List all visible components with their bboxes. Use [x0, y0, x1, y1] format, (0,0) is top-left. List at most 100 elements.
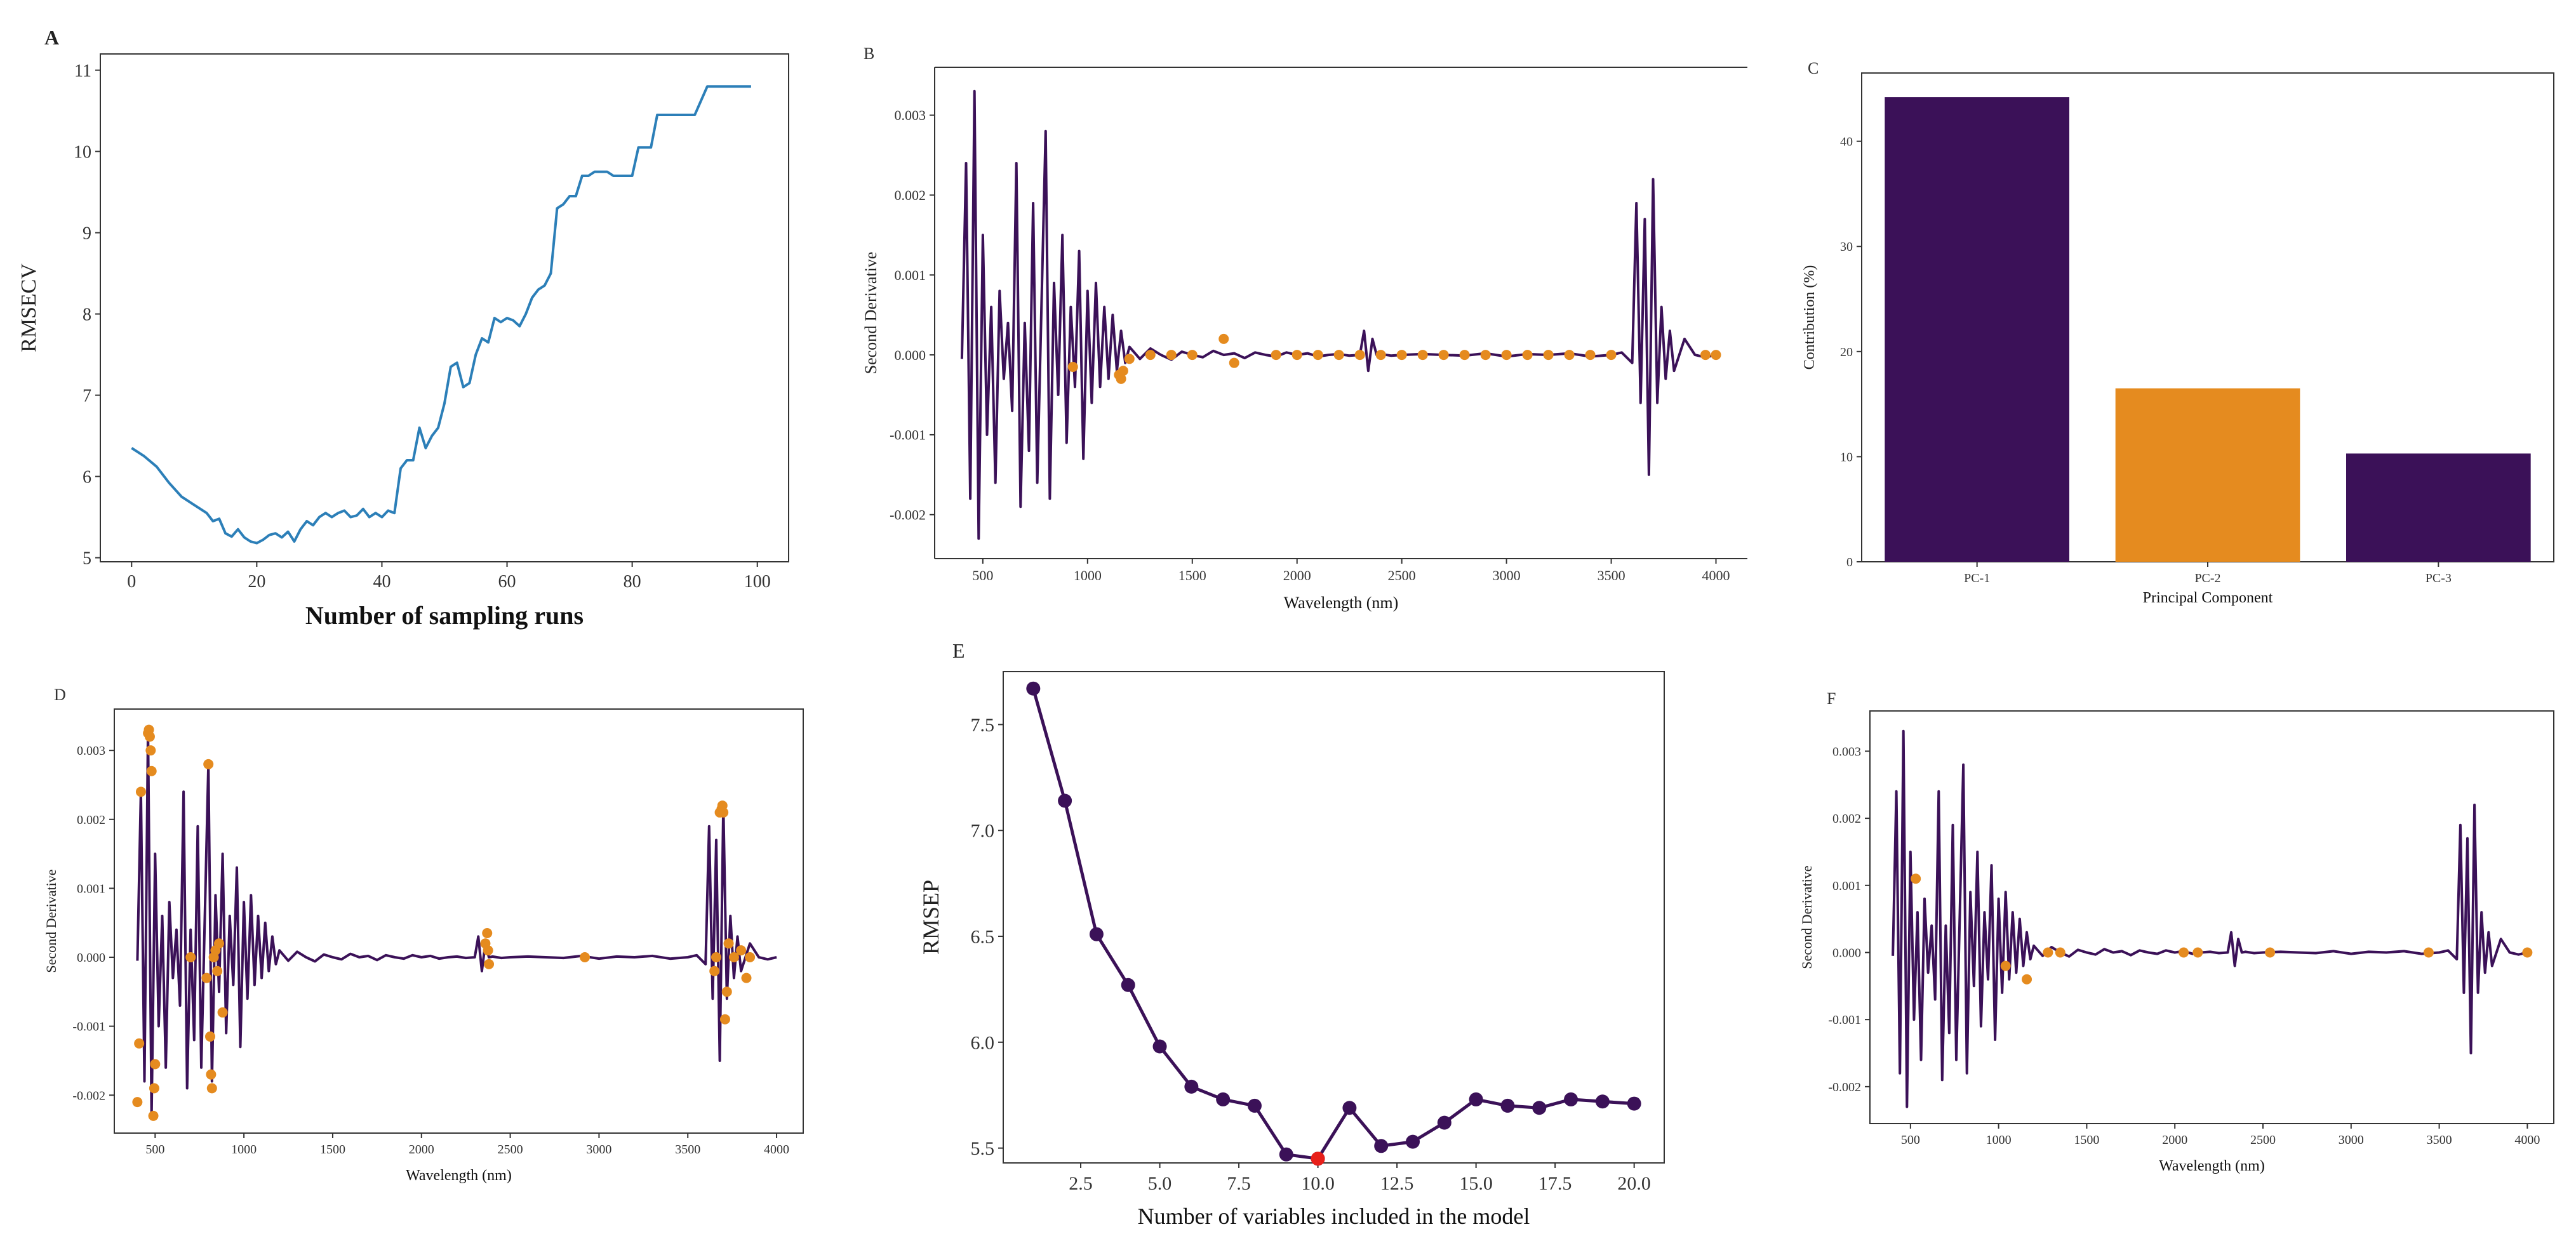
panel-b-y-tick-label: 0.002 [895, 187, 926, 203]
panel-f-x-tick-label: 500 [1901, 1133, 1920, 1147]
panel-f-x-tick-label: 2000 [2162, 1133, 2187, 1147]
panel-d-selected-wavelength-marker [723, 938, 734, 949]
panel-f-x-tick-label: 4000 [2514, 1133, 2540, 1147]
panel-b-selected-wavelength-marker [1067, 361, 1078, 372]
panel-d-selected-wavelength-marker [135, 786, 146, 797]
panel-b-selected-wavelength-marker [1417, 350, 1428, 361]
panel-b-selected-wavelength-marker [1700, 350, 1711, 361]
panel-d-x-tick-label: 3000 [586, 1143, 611, 1157]
panel-f-selected-wavelength-marker [2522, 947, 2533, 958]
panel-e-data-point [1026, 681, 1041, 696]
panel-a-rmsecv-line [131, 85, 751, 545]
panel-b-selected-wavelength-marker [1543, 350, 1554, 361]
panel-b-selected-wavelength-marker [1606, 350, 1617, 361]
panel-d-x-tick-label: 1500 [320, 1143, 345, 1157]
panel-b-selected-wavelength-marker [1354, 350, 1365, 361]
panel-d-selected-wavelength-marker [718, 807, 729, 818]
panel-b-y-tick-label: 0.000 [895, 347, 926, 363]
panel-f-x-axis-label: Wavelength (nm) [2159, 1158, 2265, 1174]
panel-f-selected-wavelength-marker [1911, 873, 1921, 884]
panel-d-selected-wavelength-marker [483, 945, 493, 956]
panel-a-rmsecv-chart: 0 20 40 60 80 100 5 6 7 8 9 10 11 Number of sampling … [17, 53, 789, 630]
panel-d-selected-wavelength-marker [146, 766, 157, 776]
panel-b-selected-wavelength-marker [1116, 373, 1126, 384]
panel-e-data-point [1374, 1139, 1389, 1153]
panel-d-plot-frame [114, 708, 804, 1134]
panel-b-x-tick-label: 1500 [1178, 567, 1206, 583]
panel-e-plot-frame [1003, 671, 1665, 1164]
panel-b-selected-wavelength-marker [1480, 350, 1491, 361]
panel-b-selected-wavelength-marker [1166, 350, 1177, 361]
panel-e-optimal-point [1311, 1151, 1325, 1166]
panel-e-x-tick-label: 12.5 [1380, 1173, 1414, 1194]
panel-b-x-tick-label: 3500 [1598, 567, 1625, 583]
panel-f-selected-wavelength-marker [2265, 947, 2276, 958]
panel-b-x-axis-label: Wavelength (nm) [1284, 594, 1399, 612]
panel-e-data-point [1406, 1134, 1420, 1149]
panel-d-selected-wavelength-marker [149, 1083, 159, 1094]
panel-d-y-tick-label: 0.000 [77, 951, 105, 965]
panel-d-selected-wavelength-marker [736, 945, 747, 956]
panel-b-selected-wavelength-marker [1145, 350, 1156, 361]
panel-a-y-tick-label: 10 [74, 142, 91, 162]
panel-label-f: F [1827, 689, 1836, 708]
panel-d-selected-wavelength-marker [206, 1083, 217, 1094]
panel-a-y-tick-label: 7 [83, 386, 91, 406]
panel-b-selected-wavelength-marker [1333, 350, 1344, 361]
panel-d-selected-wavelength-marker [148, 1110, 159, 1121]
panel-d-x-tick-label: 3500 [675, 1143, 700, 1157]
panel-d-selected-wavelength-marker [482, 928, 493, 939]
panel-e-data-point [1089, 927, 1104, 941]
panel-a-y-tick-label: 6 [83, 467, 91, 487]
panel-b-y-tick-label: -0.001 [890, 427, 926, 443]
panel-d-spectrum-chart: 500 1000 1500 2000 2500 3000 3500 4000 -0.002 -0.… [43, 708, 804, 1184]
panel-d-selected-wavelength-marker [728, 952, 739, 963]
panel-b-selected-wavelength-marker [1459, 350, 1470, 361]
panel-e-x-tick-label: 17.5 [1538, 1173, 1572, 1194]
panel-e-y-axis-label: RMSEP [918, 880, 944, 955]
panel-d-selected-wavelength-marker [709, 966, 720, 976]
panel-f-x-tick-label: 1500 [2074, 1133, 2099, 1147]
panel-f-plot-frame [1869, 710, 2554, 1124]
panel-e-y-tick-label: 7.0 [971, 821, 995, 842]
panel-f-spectrum-line [1892, 729, 2528, 1108]
panel-e-data-point [1627, 1096, 1641, 1111]
panel-b-selected-wavelength-marker [1438, 350, 1449, 361]
panel-f-selected-wavelength-marker [2192, 947, 2203, 958]
panel-c-x-tick-label: PC-1 [1964, 571, 1990, 585]
panel-f-y-tick-label: 0.003 [1832, 745, 1861, 759]
panel-d-selected-wavelength-marker [201, 972, 212, 983]
panel-d-selected-wavelength-marker [134, 1038, 145, 1049]
panel-a-x-tick-label: 20 [248, 572, 265, 592]
panel-b-selected-wavelength-marker [1124, 354, 1135, 364]
panel-e-rmsep-line [1031, 688, 1634, 1160]
panel-b-selected-wavelength-marker [1711, 350, 1721, 361]
panel-c-x-axis-label: Principal Component [2143, 590, 2273, 606]
panel-d-spectrum-line [136, 728, 777, 1117]
panel-d-selected-wavelength-marker [745, 952, 756, 963]
panel-f-selected-wavelength-marker [2055, 947, 2065, 958]
panel-e-rmsep-chart: 2.5 5.0 7.5 10.0 12.5 15.0 17.5 20.0 5.5 6.0 6.5 7.… [918, 671, 1665, 1229]
panel-e-y-tick-label: 6.5 [971, 927, 995, 948]
panel-a-x-tick-label: 60 [498, 572, 516, 592]
panel-b-x-tick-label: 500 [972, 567, 993, 583]
panel-c-y-tick-label: 30 [1840, 240, 1853, 254]
panel-d-y-tick-label: -0.002 [72, 1089, 105, 1103]
panel-e-data-point [1058, 793, 1072, 808]
panel-d-selected-wavelength-marker [212, 966, 223, 976]
panel-b-y-tick-label: 0.003 [895, 107, 926, 123]
panel-e-x-tick-label: 2.5 [1069, 1173, 1093, 1194]
panel-d-selected-wavelength-marker [213, 938, 224, 949]
panel-e-x-tick-label: 20.0 [1617, 1173, 1651, 1194]
panel-e-data-point [1247, 1098, 1262, 1113]
panel-b-x-tick-label: 2000 [1283, 567, 1311, 583]
panel-c-y-tick-label: 0 [1846, 555, 1853, 569]
panel-f-y-tick-label: 0.001 [1832, 879, 1861, 893]
panel-b-selected-wavelength-marker [1229, 357, 1239, 368]
panel-b-selected-wavelength-marker [1501, 350, 1512, 361]
panel-d-selected-wavelength-marker [741, 972, 752, 983]
panel-e-data-point [1279, 1147, 1293, 1162]
panel-d-y-tick-label: 0.002 [77, 813, 105, 827]
panel-d-y-tick-label: -0.001 [72, 1020, 105, 1034]
panel-b-selected-wavelength-marker [1396, 350, 1407, 361]
